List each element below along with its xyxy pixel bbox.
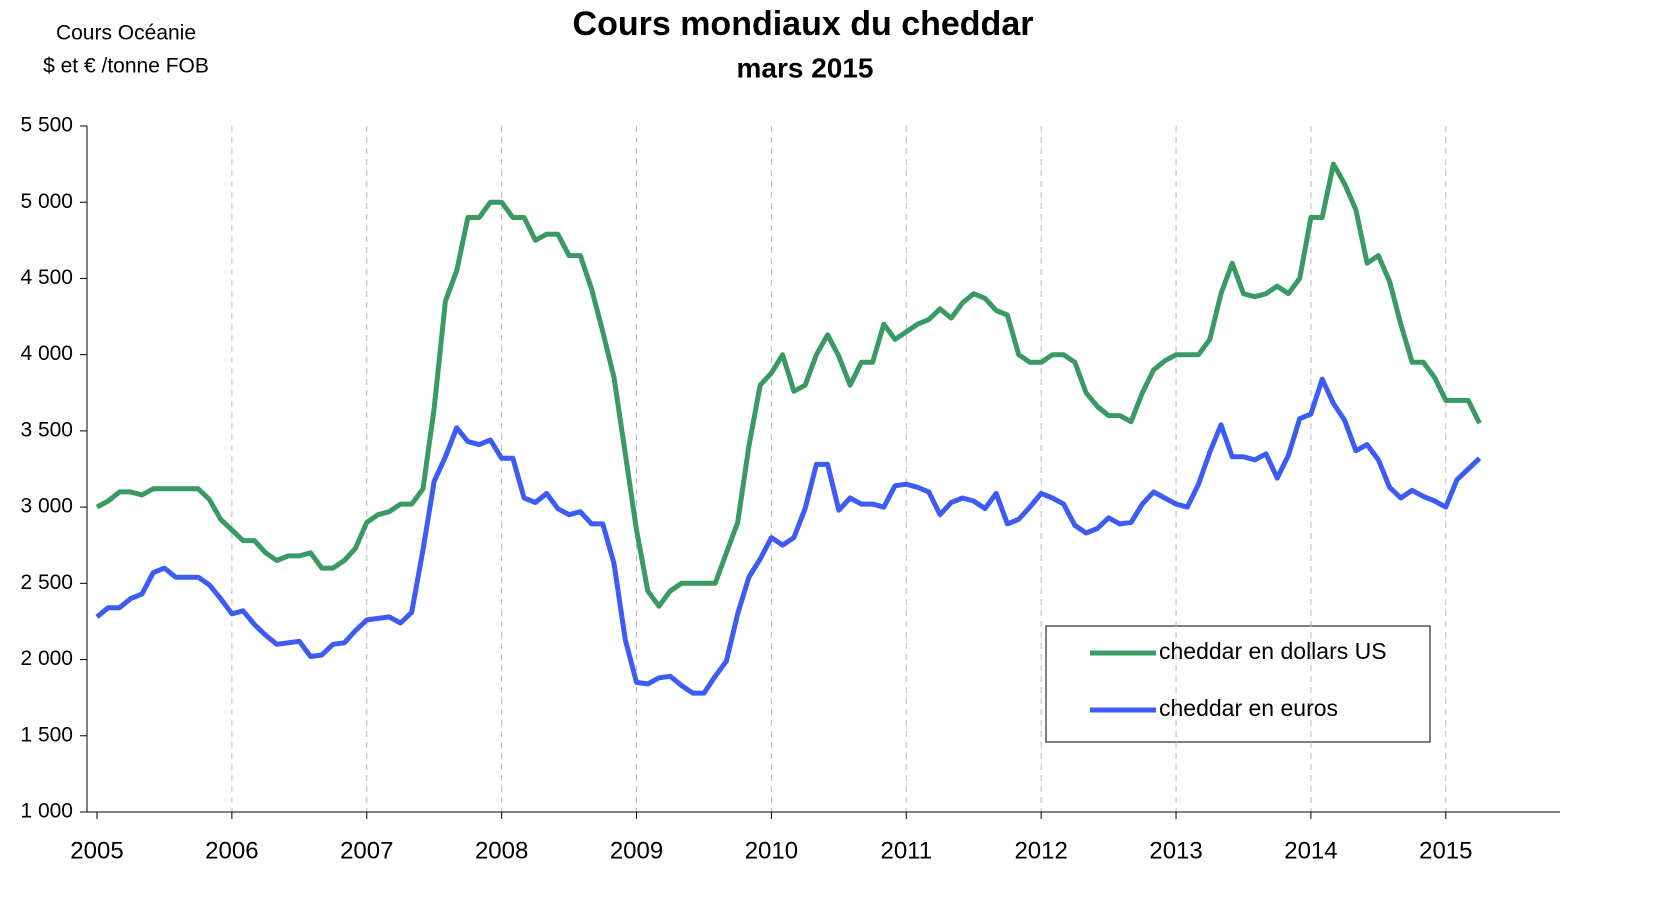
chart-subtitle: mars 2015 [736,52,873,83]
x-tick-label: 2014 [1284,837,1337,864]
x-tick-label: 2011 [880,837,932,864]
x-tick-label: 2015 [1419,837,1472,864]
y-tick-label: 1 500 [20,723,73,746]
y-tick-label: 3 000 [20,495,73,518]
y-axis-label: $ et € /tonne FOB [43,55,209,78]
x-tick-label: 2006 [205,837,258,864]
legend-box [1045,625,1431,743]
y-axis-label: Cours Océanie [56,22,196,45]
y-tick-label: 1 000 [20,800,73,823]
legend-label: cheddar en euros [1159,695,1338,721]
x-tick-label: 2013 [1149,837,1202,864]
y-tick-label: 5 000 [20,190,73,213]
y-tick-label: 2 500 [20,571,73,594]
legend-label: cheddar en dollars US [1159,638,1387,664]
x-tick-label: 2007 [340,837,393,864]
y-tick-label: 5 500 [20,114,73,137]
y-tick-label: 3 500 [20,418,73,441]
y-tick-label: 4 500 [20,266,73,289]
chart-title: Cours mondiaux du cheddar [573,5,1034,43]
data-line [95,376,1482,696]
x-tick-label: 2005 [70,837,123,864]
y-tick-label: 2 000 [20,647,73,670]
y-tick-label: 4 000 [20,342,73,365]
x-tick-label: 2008 [475,837,528,864]
x-tick-label: 2012 [1014,837,1067,864]
x-tick-label: 2010 [745,837,798,864]
data-line [95,161,1482,609]
x-tick-label: 2009 [610,837,663,864]
